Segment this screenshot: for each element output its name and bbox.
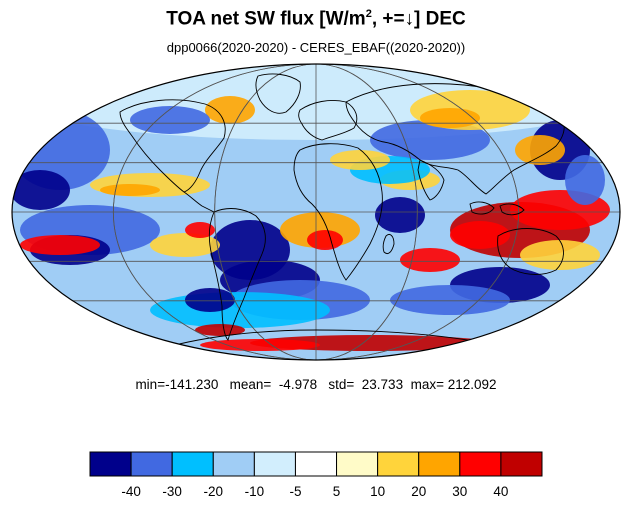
field-patch xyxy=(450,221,510,249)
colorbar-swatch xyxy=(89,451,132,477)
stat-min-value: -141.230 xyxy=(165,377,219,392)
meridian-line xyxy=(112,64,520,360)
field-patch xyxy=(150,233,220,257)
field-layer xyxy=(12,64,620,360)
colorbar-swatch xyxy=(294,451,338,477)
field-patch xyxy=(400,248,460,272)
stat-max-value: 212.092 xyxy=(447,377,497,392)
plot-title: TOA net SW flux [W/m2, +=↓] DEC xyxy=(0,8,632,30)
stat-min-label: min= xyxy=(135,377,166,392)
colorbar-tick-label: 20 xyxy=(411,484,427,499)
colorbar-swatch xyxy=(418,451,461,477)
colorbar-swatch xyxy=(377,451,420,477)
field-patch xyxy=(520,240,600,270)
globe-outline xyxy=(11,63,621,361)
stat-std-value: 23.733 xyxy=(361,377,404,392)
colorbar-swatch xyxy=(212,451,255,477)
field-patch xyxy=(130,106,210,134)
colorbar-tick-label: -10 xyxy=(244,484,265,499)
field-patch xyxy=(20,235,100,255)
colorbar-tick-label: -40 xyxy=(121,484,141,499)
colorbar-tick-label: -20 xyxy=(203,484,224,499)
field-patch xyxy=(100,184,160,196)
colorbar-tick-label: -30 xyxy=(162,484,182,499)
field-patch xyxy=(185,222,215,238)
field-patch xyxy=(515,135,565,165)
statistics-line: min=-141.230 mean= -4.978 std= 23.733 ma… xyxy=(0,377,632,392)
field-patch xyxy=(565,155,605,205)
colorbar-swatch xyxy=(500,451,543,477)
colorbar xyxy=(89,451,543,477)
field-patch xyxy=(307,230,343,250)
field-patch xyxy=(390,285,510,315)
field-patch xyxy=(420,108,480,128)
field-patch xyxy=(330,150,390,170)
colorbar-swatch xyxy=(336,451,379,477)
colorbar-swatch xyxy=(459,451,502,477)
plot-subtitle: dpp0066(2020-2020) - CERES_EBAF((2020-20… xyxy=(166,40,466,55)
plot-title-suffix: , +=↓] DEC xyxy=(371,8,466,30)
field-patch xyxy=(200,339,320,351)
field-patch xyxy=(205,96,255,124)
colorbar-tick-label: -5 xyxy=(289,484,302,499)
field-patch xyxy=(375,197,425,233)
colorbar-tick-label: 40 xyxy=(493,484,509,499)
colorbar-tick-label: 5 xyxy=(332,484,341,499)
stat-mean-value: -4.978 xyxy=(278,377,318,392)
colorbar-tick-label: 10 xyxy=(370,484,386,499)
colorbar-swatch xyxy=(130,451,173,477)
colorbar-tick-label: 30 xyxy=(452,484,468,499)
stat-mean-label: mean= xyxy=(229,377,272,392)
plot-title-superscript: 2 xyxy=(365,8,372,20)
colorbar-swatch xyxy=(253,451,296,477)
stat-max-label: max= xyxy=(410,377,444,392)
stat-std-label: std= xyxy=(328,377,355,392)
plot-title-main: TOA net SW flux [W/m xyxy=(166,8,366,30)
colorbar-swatch xyxy=(171,451,214,477)
field-patch xyxy=(185,288,235,312)
field-patch xyxy=(12,170,70,210)
